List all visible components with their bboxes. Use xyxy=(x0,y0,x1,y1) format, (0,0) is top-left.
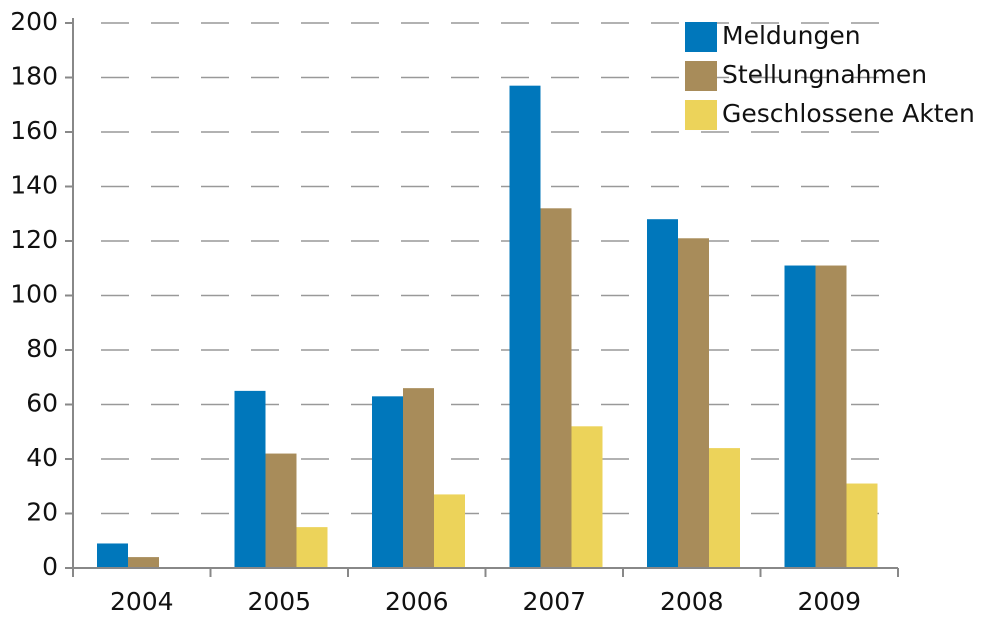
legend-label: Meldungen xyxy=(722,21,861,50)
x-tick-label: 2004 xyxy=(110,587,174,616)
bar xyxy=(571,426,603,568)
bar xyxy=(678,238,709,568)
bar xyxy=(403,388,434,568)
y-tick-label: 40 xyxy=(26,443,58,472)
bar xyxy=(97,543,128,568)
x-tick-label: 2008 xyxy=(660,587,724,616)
bar xyxy=(234,390,266,568)
legend-swatch xyxy=(685,61,717,91)
bar xyxy=(128,557,159,568)
y-tick-label: 0 xyxy=(42,552,58,581)
legend-label: Stellungnahmen xyxy=(722,60,927,89)
bar xyxy=(647,219,678,568)
bar xyxy=(296,527,328,568)
y-tick-label: 20 xyxy=(26,498,58,527)
bar xyxy=(709,448,740,568)
legend-swatch xyxy=(685,100,717,130)
bar xyxy=(265,453,297,568)
bar xyxy=(846,483,878,568)
y-tick-label: 80 xyxy=(26,334,58,363)
y-tick-label: 200 xyxy=(10,7,58,36)
y-tick-label: 160 xyxy=(10,116,58,145)
bar xyxy=(540,208,572,569)
y-tick-label: 140 xyxy=(10,171,58,200)
y-tick-label: 60 xyxy=(26,389,58,418)
legend-swatch xyxy=(685,22,717,52)
x-tick-label: 2006 xyxy=(385,587,449,616)
legend-label: Geschlossene Akten xyxy=(722,99,975,128)
bar xyxy=(815,265,847,568)
bar xyxy=(509,85,541,569)
x-tick-label: 2005 xyxy=(247,587,311,616)
bar xyxy=(784,265,816,568)
y-tick-label: 120 xyxy=(10,225,58,254)
y-tick-label: 180 xyxy=(10,62,58,91)
y-tick-label: 100 xyxy=(10,280,58,309)
bar xyxy=(434,494,465,568)
bar xyxy=(372,396,403,568)
x-tick-label: 2007 xyxy=(522,587,586,616)
x-tick-label: 2009 xyxy=(797,587,861,616)
